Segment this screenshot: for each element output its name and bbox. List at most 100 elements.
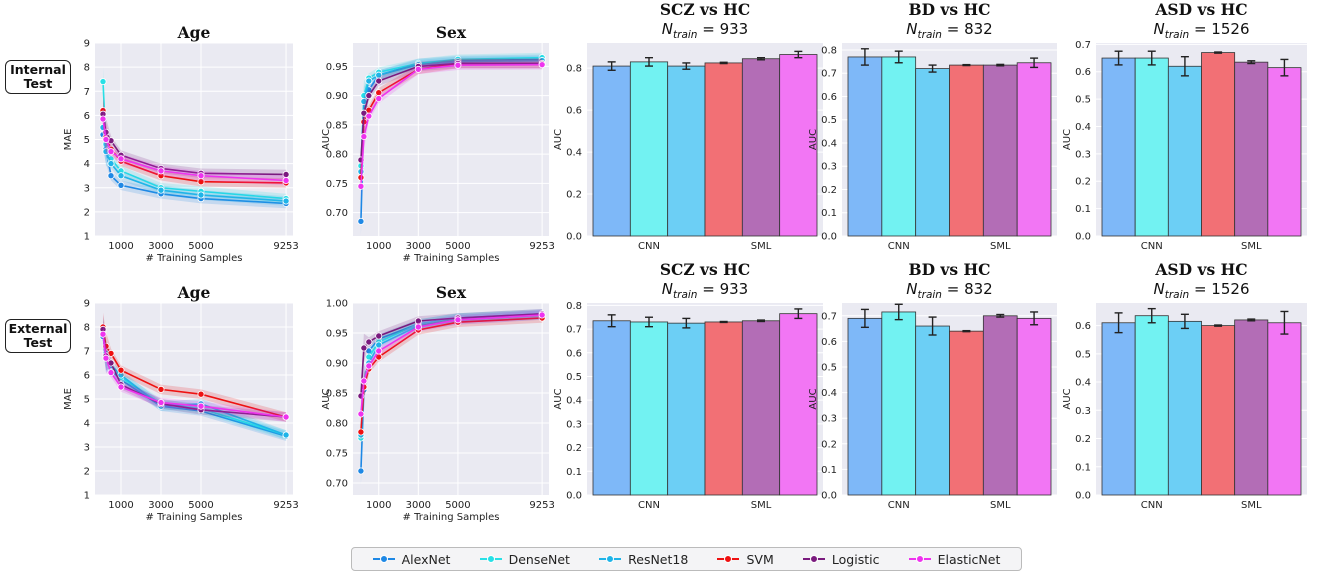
y-tick-label: 0.1 [566, 467, 582, 478]
panel-ext-age: 1 2 3 4 5 6 7 8 9 Age MAE 1000 3000 5000 9253 # Trainin… [63, 283, 299, 523]
y-tick-label: 0.95 [326, 62, 348, 73]
bar-AlexNet [847, 56, 883, 237]
point-ElasticNet [365, 112, 373, 120]
plot-area [353, 303, 549, 495]
legend-dot [606, 555, 615, 563]
x-tick-label: 9253 [529, 500, 554, 511]
chart-subtitle: Ntrain = 832 [906, 20, 992, 41]
point-ResNet18 [107, 160, 115, 168]
panel-int-sex: 0.70 0.75 0.80 0.85 0.90 0.95 Sex AUC 1000 3000 50… [321, 23, 555, 264]
point-ElasticNet [454, 316, 462, 324]
y-tick-label: 0.70 [326, 208, 348, 219]
legend-label: AlexNet [401, 551, 451, 567]
x-tick-label: CNN [1141, 500, 1163, 511]
x-tick-label: SML [751, 241, 772, 252]
point-ElasticNet [99, 330, 107, 338]
y-tick-label: 0.4 [1075, 122, 1091, 133]
legend-label: ResNet18 [628, 551, 689, 567]
panel-int-asd: 0.0 0.1 0.2 0.3 0.4 0.5 0.6 0.7 ASD vs HCNtrain … [1062, 0, 1307, 252]
y-tick-label: 0.1 [1075, 204, 1091, 215]
y-tick-label: 0.5 [1075, 349, 1091, 360]
point-ElasticNet [99, 115, 107, 123]
chart-title: Sex [436, 283, 467, 302]
x-tick-label: 3000 [406, 241, 431, 252]
series-band-SVM [103, 96, 287, 188]
y-axis-label: AUC [808, 388, 819, 409]
point-Logistic [365, 338, 373, 346]
series-band-ElasticNet [103, 319, 287, 422]
y-tick-label: 7 [84, 87, 90, 98]
legend-item-alexnet: AlexNet [372, 551, 451, 567]
bar-AlexNet [1101, 57, 1136, 237]
series-group [99, 312, 290, 441]
y-tick-label: 7 [84, 347, 90, 358]
x-tick-label: SML [751, 500, 772, 511]
y-tick-label: 0.3 [1075, 149, 1091, 160]
legend-dot [809, 555, 818, 563]
bar-DenseNet [629, 321, 669, 496]
y-tick-label: 0.6 [1075, 321, 1091, 332]
legend: AlexNet DenseNet ResNet18 SVM Logistic Elasti… [351, 547, 1022, 571]
y-tick-label: 0.2 [566, 443, 582, 454]
chart-subtitle: Ntrain = 1526 [1154, 280, 1250, 301]
x-tick-label: 3000 [148, 500, 173, 511]
y-axis-label: AUC [321, 129, 332, 150]
legend-dot [915, 555, 924, 563]
y-axis-label: AUC [553, 388, 564, 409]
row-label-external: External Test [5, 319, 71, 353]
y-tick-label: 0.90 [326, 359, 348, 370]
y-tick-label: 0.80 [326, 150, 348, 161]
chart-title: Sex [436, 23, 467, 42]
y-tick-label: 0.1 [821, 465, 837, 476]
y-tick-label: 0.85 [326, 120, 348, 131]
point-SVM [157, 385, 165, 393]
y-tick-label: 3 [84, 183, 90, 194]
x-tick-label: 1000 [108, 241, 133, 252]
y-axis-label: MAE [63, 388, 74, 410]
bar-SVM [704, 62, 743, 237]
bar-SVM [1201, 325, 1236, 496]
y-tick-label: 0.0 [566, 232, 582, 243]
legend-marker [908, 554, 931, 564]
y-tick-label: 0.0 [821, 232, 837, 243]
series-group [357, 52, 546, 236]
y-tick-label: 0.2 [566, 190, 582, 201]
chart-subtitle: Ntrain = 933 [662, 20, 748, 41]
chart-title: ASD vs HC [1154, 0, 1247, 19]
bar-ElasticNet [1016, 317, 1052, 496]
point-ElasticNet [157, 399, 165, 407]
y-tick-label: 6 [84, 111, 90, 122]
legend-marker [802, 554, 825, 564]
legend-dot [486, 555, 495, 563]
y-tick-label: 4 [84, 419, 90, 430]
point-ElasticNet [197, 172, 205, 180]
y-tick-label: 0.70 [326, 479, 348, 490]
bar-Logistic [741, 58, 781, 237]
bar-SVM [949, 330, 984, 496]
chart-subtitle: Ntrain = 832 [906, 280, 992, 301]
legend-item-elasticnet: ElasticNet [908, 552, 1000, 567]
chart-title: SCZ vs HC [660, 260, 750, 279]
y-tick-label: 0.5 [821, 115, 837, 126]
point-ElasticNet [538, 311, 546, 319]
point-Logistic [375, 77, 383, 85]
bar-Logistic [982, 64, 1018, 237]
y-tick-label: 0.5 [566, 372, 582, 383]
point-ElasticNet [375, 95, 383, 103]
y-tick-label: 0.6 [821, 337, 837, 348]
y-tick-label: 1 [84, 232, 90, 243]
point-AlexNet [357, 467, 365, 475]
x-axis-label: # Training Samples [146, 253, 243, 264]
y-tick-label: 0.4 [1075, 378, 1091, 389]
point-Logistic [365, 92, 373, 100]
bar-ElasticNet [1267, 67, 1302, 237]
point-AlexNet [117, 181, 125, 189]
legend-marker [717, 554, 740, 564]
bar-SVM [1201, 52, 1236, 237]
bar-DenseNet [629, 61, 669, 237]
point-ElasticNet [414, 323, 422, 331]
bar-Logistic [1234, 319, 1269, 496]
x-tick-label: 5000 [188, 500, 213, 511]
y-tick-label: 0.5 [1075, 95, 1091, 106]
legend-item-logistic: Logistic [802, 552, 879, 567]
